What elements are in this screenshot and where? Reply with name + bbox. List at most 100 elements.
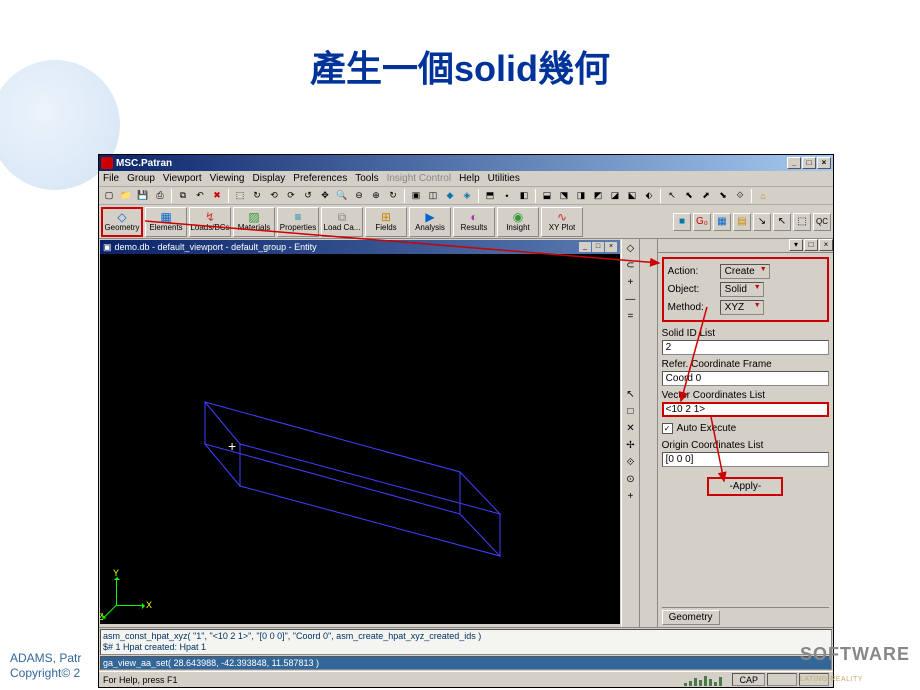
menu-file[interactable]: File [103, 173, 119, 184]
roty-icon[interactable]: ⟳ [283, 188, 299, 204]
vp-close[interactable]: × [605, 242, 617, 252]
menu-viewing[interactable]: Viewing [210, 173, 245, 184]
solid-id-input[interactable] [662, 340, 829, 355]
shelf-properties[interactable]: ≡Properties [277, 207, 319, 237]
snap-icon[interactable]: ✕ [622, 421, 638, 437]
st-btn4[interactable]: ▤ [733, 213, 751, 231]
auto-execute-checkbox[interactable]: ✓ [662, 423, 673, 434]
panel-max[interactable]: □ [804, 239, 818, 251]
rotate-icon[interactable]: ↻ [249, 188, 265, 204]
maximize-button[interactable]: □ [802, 157, 816, 169]
pick2-icon[interactable]: ⬉ [681, 188, 697, 204]
pick-point-icon[interactable]: ◇ [622, 241, 638, 257]
open-icon[interactable]: 📁 [118, 188, 134, 204]
front-icon[interactable]: ⬔ [556, 188, 572, 204]
side-icon[interactable]: ◨ [573, 188, 589, 204]
st-btn6[interactable]: ↖ [773, 213, 791, 231]
shelf-loadca[interactable]: ⧉Load Ca... [321, 207, 363, 237]
pan-icon[interactable]: ✥ [317, 188, 333, 204]
shelf-analysis[interactable]: ▶Analysis [409, 207, 451, 237]
pick4-icon[interactable]: ⬊ [715, 188, 731, 204]
action-dropdown[interactable]: Create [720, 264, 770, 279]
hidden-icon[interactable]: ◫ [425, 188, 441, 204]
menu-viewport[interactable]: Viewport [163, 173, 202, 184]
minimize-button[interactable]: _ [787, 157, 801, 169]
arrow-icon[interactable]: ↖ [622, 387, 638, 403]
st-btn1[interactable]: ■ [673, 213, 691, 231]
iso2-icon[interactable]: ◪ [607, 188, 623, 204]
panel-close[interactable]: × [819, 239, 833, 251]
fit-icon[interactable]: ⊕ [368, 188, 384, 204]
zoom-out-icon[interactable]: ⊖ [351, 188, 367, 204]
label-icon[interactable]: ⬒ [482, 188, 498, 204]
shelf-results[interactable]: ◐Results [453, 207, 495, 237]
geometry-tab[interactable]: Geometry [662, 610, 720, 625]
view-icon[interactable]: ⬚ [232, 188, 248, 204]
viewport-3d[interactable]: + Y X Z [100, 254, 620, 624]
menu-help[interactable]: Help [459, 173, 480, 184]
shelf-fields[interactable]: ⊞Fields [365, 207, 407, 237]
close-button[interactable]: × [817, 157, 831, 169]
pick-equal-icon[interactable]: = [622, 309, 638, 325]
menu-insight-control[interactable]: Insight Control [387, 173, 451, 184]
log-line-1: asm_const_hpat_xyz( "1", "<10 2 1>", "[0… [103, 631, 829, 642]
pick-curve-icon[interactable]: ⊂ [622, 258, 638, 274]
cycle-icon[interactable]: ⟐ [732, 188, 748, 204]
st-btn7[interactable]: ⬚ [793, 213, 811, 231]
st-btn2[interactable]: G₀ [693, 213, 711, 231]
snap4-icon[interactable]: ⊙ [622, 472, 638, 488]
shelf-insight[interactable]: ◉Insight [497, 207, 539, 237]
object-dropdown[interactable]: Solid [720, 282, 764, 297]
origin-input[interactable] [662, 452, 829, 467]
iso3-icon[interactable]: ⬕ [624, 188, 640, 204]
iso-icon[interactable]: ◩ [590, 188, 606, 204]
coord-frame-input[interactable] [662, 371, 829, 386]
print-icon[interactable]: ⎙ [152, 188, 168, 204]
shelf-loadsbcs[interactable]: ↯Loads/BCs [189, 207, 231, 237]
st-btn3[interactable]: ▦ [713, 213, 731, 231]
shelf-materials[interactable]: ▨Materials [233, 207, 275, 237]
point-icon[interactable]: • [499, 188, 515, 204]
sel-icon[interactable]: □ [622, 404, 638, 420]
st-btn5[interactable]: ↘ [753, 213, 771, 231]
zoom-in-icon[interactable]: 🔍 [334, 188, 350, 204]
pick-line-icon[interactable]: — [622, 292, 638, 308]
iso4-icon[interactable]: ⬖ [641, 188, 657, 204]
snap3-icon[interactable]: ⟐ [622, 455, 638, 471]
wire-icon[interactable]: ▣ [408, 188, 424, 204]
vector-input[interactable] [662, 402, 829, 417]
new-icon[interactable]: ▢ [101, 188, 117, 204]
abort-icon[interactable]: ✖ [209, 188, 225, 204]
shelf-geometry[interactable]: ◇Geometry [101, 207, 143, 237]
st-btn8[interactable]: QC [813, 213, 831, 231]
snap2-icon[interactable]: ✢ [622, 438, 638, 454]
smooth-icon[interactable]: ◈ [459, 188, 475, 204]
undo-icon[interactable]: ↶ [192, 188, 208, 204]
panel-pin[interactable]: ▾ [789, 239, 803, 251]
rotz-icon[interactable]: ↺ [300, 188, 316, 204]
copy-icon[interactable]: ⧉ [175, 188, 191, 204]
apply-button[interactable]: -Apply- [707, 477, 783, 496]
pick3-icon[interactable]: ⬈ [698, 188, 714, 204]
menu-tools[interactable]: Tools [355, 173, 378, 184]
vp-max[interactable]: □ [592, 242, 604, 252]
method-dropdown[interactable]: XYZ [720, 300, 764, 315]
shelf-xyplot[interactable]: ∿XY Plot [541, 207, 583, 237]
command-input[interactable] [100, 656, 832, 670]
refresh-icon[interactable]: ↻ [385, 188, 401, 204]
rotx-icon[interactable]: ⟲ [266, 188, 282, 204]
pick-plus-icon[interactable]: + [622, 275, 638, 291]
pick1-icon[interactable]: ↖ [664, 188, 680, 204]
save-icon[interactable]: 💾 [135, 188, 151, 204]
shade-icon[interactable]: ◆ [442, 188, 458, 204]
expand-icon[interactable]: + [622, 489, 638, 505]
menu-display[interactable]: Display [253, 173, 286, 184]
menu-preferences[interactable]: Preferences [293, 173, 347, 184]
menu-utilities[interactable]: Utilities [488, 173, 520, 184]
menu-group[interactable]: Group [127, 173, 155, 184]
shelf-elements[interactable]: ▦Elements [145, 207, 187, 237]
render-icon[interactable]: ◧ [516, 188, 532, 204]
top-icon[interactable]: ⬓ [539, 188, 555, 204]
home-icon[interactable]: ⌂ [755, 188, 771, 204]
vp-min[interactable]: _ [579, 242, 591, 252]
